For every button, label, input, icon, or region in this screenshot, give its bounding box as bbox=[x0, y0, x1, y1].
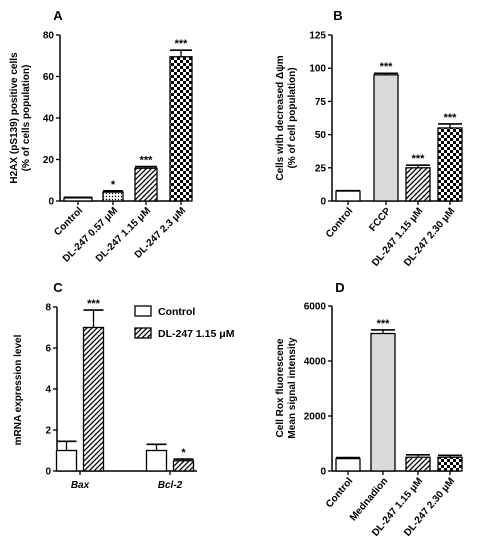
pc-y-tick-label: 0 bbox=[45, 467, 51, 478]
pd-bar-2 bbox=[405, 456, 431, 472]
pc-significance-1-1: * bbox=[181, 447, 186, 459]
pc-y-tick-label: 2 bbox=[45, 426, 51, 437]
pa-y-tick-label: 0 bbox=[48, 197, 54, 208]
pd-bar-0 bbox=[335, 457, 361, 472]
pb-x-tick-label: Control bbox=[324, 206, 355, 240]
pc-bar-1-1 bbox=[172, 460, 195, 472]
pb-y-tick-label: 25 bbox=[315, 163, 327, 174]
pa-bar-0 bbox=[63, 197, 93, 202]
pd-y-tick-label: 4000 bbox=[304, 357, 327, 368]
pa-x-tick-label: Control bbox=[52, 205, 85, 238]
pc-bar-1-0 bbox=[145, 449, 168, 472]
panel-label-d: D bbox=[335, 280, 344, 295]
pb-significance-2: *** bbox=[412, 153, 426, 165]
pa-bar-1 bbox=[102, 191, 124, 202]
pa-y-tick-label: 20 bbox=[43, 155, 55, 166]
pa-significance-2: *** bbox=[140, 155, 154, 167]
legend-swatch-control bbox=[134, 305, 152, 317]
legend-label-control: Control bbox=[158, 306, 195, 318]
pa-y-tick-label: 40 bbox=[43, 114, 55, 125]
pa-bar-3 bbox=[169, 56, 193, 202]
pb-y-tick-label: 75 bbox=[315, 97, 327, 108]
pb-bar-2 bbox=[405, 167, 431, 202]
panel-label-a: A bbox=[53, 8, 63, 23]
pc-x-tick-label: Bax bbox=[71, 480, 90, 491]
pc-bar-0-0 bbox=[55, 449, 78, 472]
pd-x-tick-label: Control bbox=[324, 476, 355, 510]
pd-y-tick-label: 6000 bbox=[304, 302, 327, 313]
pc-y-tick-label: 4 bbox=[45, 385, 51, 396]
pc-significance-0-1: *** bbox=[87, 298, 101, 310]
panel-label-c: C bbox=[53, 280, 63, 295]
y-axis-title-b-line2: (% of cell population) bbox=[287, 67, 298, 168]
pb-bar-1 bbox=[373, 74, 399, 202]
pb-y-tick-label: 0 bbox=[320, 197, 326, 208]
pa-y-tick-label: 60 bbox=[43, 72, 55, 83]
pc-y-tick-label: 8 bbox=[45, 303, 51, 314]
pd-significance-1: *** bbox=[377, 318, 391, 330]
pb-bar-0 bbox=[335, 190, 361, 202]
pb-y-tick-label: 125 bbox=[309, 31, 326, 42]
pa-significance-1: * bbox=[111, 179, 116, 191]
pd-bar-1 bbox=[370, 332, 396, 472]
pa-bar-2 bbox=[134, 167, 158, 202]
pb-bar-3 bbox=[437, 127, 463, 202]
pb-x-tick-label: FCCP bbox=[367, 206, 393, 234]
pb-significance-3: *** bbox=[444, 112, 458, 124]
y-axis-title-d-line2: Mean signal intensity bbox=[287, 337, 298, 439]
pb-y-tick-label: 50 bbox=[315, 130, 327, 141]
pa-significance-3: *** bbox=[175, 38, 189, 50]
pd-y-tick-label: 0 bbox=[320, 467, 326, 478]
pd-y-tick-label: 2000 bbox=[304, 412, 327, 423]
y-axis-title-a-line1: H2AX (pS139) positive cells bbox=[9, 52, 20, 184]
pc-bar-0-1 bbox=[82, 326, 105, 472]
legend-label-dl247: DL-247 1.15 μM bbox=[158, 328, 235, 340]
pa-y-tick-label: 80 bbox=[43, 31, 55, 42]
pc-y-tick-label: 6 bbox=[45, 344, 51, 355]
pd-bar-3 bbox=[437, 456, 463, 472]
y-axis-title-d-line1: Cell Rox fluorescene bbox=[275, 338, 286, 437]
pb-y-tick-label: 100 bbox=[309, 64, 326, 75]
panel-label-b: B bbox=[333, 8, 342, 23]
y-axis-title-a-line2: (% of cells population) bbox=[21, 65, 32, 172]
legend-swatch-dl247 bbox=[134, 327, 152, 339]
pc-x-tick-label: Bcl-2 bbox=[158, 480, 183, 491]
pb-significance-1: *** bbox=[380, 61, 394, 73]
y-axis-title-c: mRNA expression level bbox=[13, 334, 24, 445]
y-axis-title-b-line1: Cells with decreased Δψm bbox=[275, 55, 286, 180]
